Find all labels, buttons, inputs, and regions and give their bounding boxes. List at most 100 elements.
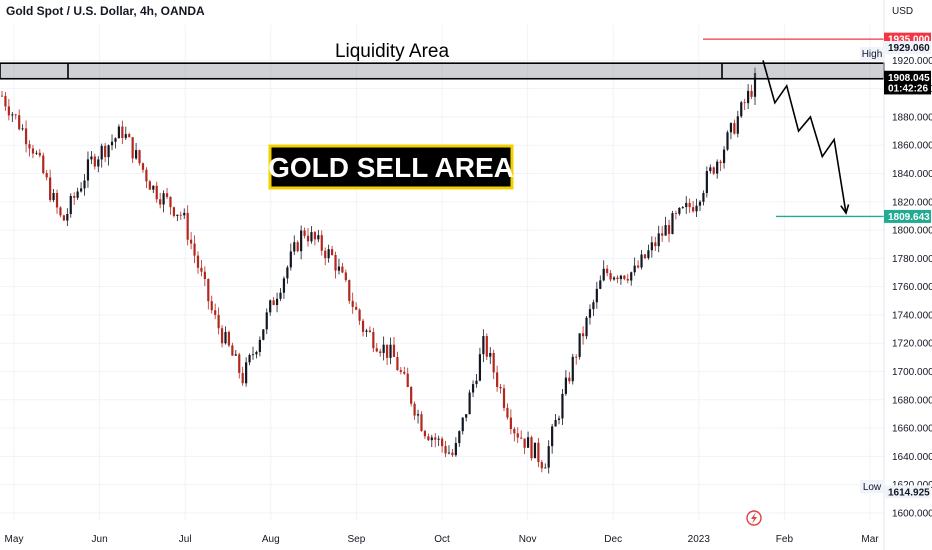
- candle-body: [258, 339, 261, 352]
- candle-body: [341, 266, 344, 273]
- candle-body: [141, 163, 145, 170]
- price-tag-label: 1929.060: [888, 43, 930, 54]
- candle-body: [650, 242, 653, 251]
- candle-body: [612, 277, 616, 280]
- candle-body: [502, 388, 506, 408]
- candle-body: [434, 437, 437, 440]
- candle-body: [423, 431, 427, 437]
- price-tag-label: 1809.643: [888, 212, 930, 223]
- y-tick-label: 1920.000: [892, 56, 932, 67]
- candle-body: [468, 392, 471, 415]
- tradingview-logo-icon: [746, 510, 762, 526]
- candle-body: [303, 230, 306, 236]
- candle-body: [193, 243, 196, 256]
- candle-body: [24, 128, 28, 145]
- high-label: High: [862, 49, 883, 60]
- candle-body: [392, 344, 396, 357]
- candle-body: [337, 266, 341, 271]
- candle-body: [272, 300, 275, 305]
- candle-body: [544, 467, 547, 469]
- candle-body: [747, 90, 750, 104]
- time-axis[interactable]: May Jun Jul Aug Sep Oct Nov Dec 2023 Feb Mar: [5, 534, 880, 545]
- y-tick-label: 1740.000: [892, 310, 932, 321]
- candle-body: [90, 156, 93, 160]
- candle-body: [654, 242, 657, 247]
- candle-body: [698, 201, 702, 206]
- candle-body: [330, 249, 334, 256]
- candle-body: [279, 292, 282, 299]
- candle-body: [159, 199, 162, 205]
- candle-body: [599, 280, 602, 289]
- candle-body: [509, 417, 512, 429]
- candle-body: [186, 212, 189, 240]
- candle-body: [306, 235, 310, 242]
- candle-body: [217, 314, 220, 329]
- x-tick-label: Dec: [604, 534, 622, 545]
- liquidity-area-label: Liquidity Area: [335, 41, 450, 62]
- candle-body: [688, 202, 691, 208]
- projection-path: [762, 60, 847, 214]
- candle-body: [162, 193, 165, 205]
- candle-body: [379, 351, 382, 353]
- candle-body: [729, 123, 733, 133]
- candle-body: [203, 271, 206, 280]
- candle-body: [664, 225, 667, 236]
- candle-body: [678, 207, 681, 214]
- candle-body: [275, 298, 279, 305]
- y-tick-label: 1800.000: [892, 226, 932, 237]
- candle-body: [609, 273, 612, 280]
- candle-body: [471, 384, 475, 393]
- candle-body: [124, 134, 127, 139]
- candle-body: [692, 207, 695, 212]
- candle-body: [128, 134, 131, 138]
- candle-body: [93, 156, 96, 167]
- candle-body: [454, 443, 457, 456]
- candle-body: [736, 116, 739, 134]
- price-tag-label: 1908.045: [888, 73, 930, 84]
- candle-body: [705, 171, 708, 194]
- candle-body: [716, 161, 719, 174]
- candle-body: [461, 417, 464, 432]
- candle-body: [568, 377, 571, 382]
- candle-body: [134, 150, 138, 159]
- candle-body: [368, 330, 372, 332]
- candle-body: [62, 215, 65, 221]
- candle-body: [296, 242, 299, 252]
- candle-body: [712, 167, 715, 174]
- candle-body: [441, 438, 444, 447]
- y-tick-label: 1860.000: [892, 141, 932, 152]
- candle-body: [557, 418, 561, 420]
- candle-body: [523, 438, 526, 448]
- candle-body: [172, 207, 176, 216]
- candle-body: [482, 336, 485, 355]
- candle-body: [79, 188, 83, 192]
- candle-body: [578, 333, 581, 357]
- x-tick-label: Sep: [348, 534, 366, 545]
- candle-body: [220, 328, 224, 344]
- candle-body: [496, 372, 499, 387]
- y-tick-label: 1780.000: [892, 254, 932, 265]
- x-tick-label: Nov: [519, 534, 537, 545]
- candle-body: [31, 148, 35, 154]
- candle-body: [110, 141, 114, 146]
- candle-body: [358, 309, 361, 321]
- y-tick-label: 1720.000: [892, 339, 932, 350]
- candle-body: [0, 95, 4, 97]
- candle-body: [245, 362, 248, 384]
- candles-layer: [0, 67, 757, 474]
- candle-body: [499, 386, 502, 389]
- low-label: Low: [863, 482, 882, 493]
- candle-body: [324, 250, 327, 259]
- candle-body: [231, 345, 234, 356]
- x-tick-label: Oct: [434, 534, 450, 545]
- high-label-bg: [860, 47, 884, 60]
- candle-body: [413, 403, 416, 416]
- candle-body: [520, 437, 523, 439]
- candle-body: [540, 462, 543, 469]
- candle-body: [59, 207, 62, 216]
- candle-body: [547, 446, 550, 468]
- candle-body: [131, 137, 134, 159]
- candle-body: [626, 278, 629, 281]
- x-tick-label: Feb: [776, 534, 794, 545]
